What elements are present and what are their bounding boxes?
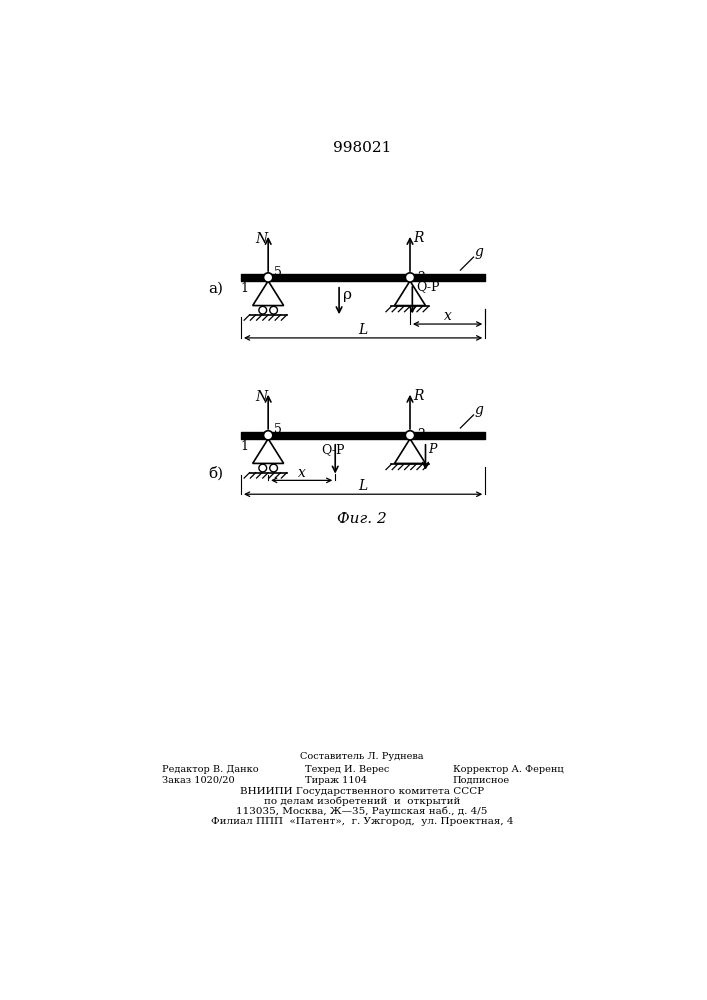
Text: Q-P: Q-P [321,443,345,456]
Text: N: N [256,232,268,246]
Text: Составитель Л. Руднева: Составитель Л. Руднева [300,752,423,761]
Text: N: N [256,390,268,404]
Text: 2: 2 [417,271,425,284]
Text: 1: 1 [240,282,248,295]
Text: Корректор А. Ференц: Корректор А. Ференц [452,765,563,774]
Text: 2: 2 [417,428,425,441]
Text: Q-P: Q-P [416,280,440,293]
Circle shape [405,431,414,440]
Text: L: L [358,479,368,493]
Text: Фиг. 2: Фиг. 2 [337,512,387,526]
Text: а): а) [209,281,223,295]
Text: Филиал ППП  «Патент»,  г. Ужгород,  ул. Проектная, 4: Филиал ППП «Патент», г. Ужгород, ул. Про… [211,817,513,826]
Text: g: g [474,245,483,259]
Text: g: g [474,403,483,417]
Text: P: P [428,443,437,456]
Text: R: R [413,231,423,245]
Circle shape [264,431,273,440]
Text: Подписное: Подписное [452,776,510,785]
Text: 998021: 998021 [333,141,391,155]
Text: x: x [444,309,452,323]
Text: Техред И. Верес: Техред И. Верес [305,765,390,774]
Text: 113035, Москва, Ж—35, Раушская наб., д. 4/5: 113035, Москва, Ж—35, Раушская наб., д. … [236,806,488,816]
Circle shape [264,273,273,282]
Text: 5: 5 [274,266,281,279]
Text: Заказ 1020/20: Заказ 1020/20 [162,776,235,785]
Text: L: L [358,323,368,337]
Text: ВНИИПИ Государственного комитета СССР: ВНИИПИ Государственного комитета СССР [240,787,484,796]
Text: R: R [413,389,423,403]
Text: ρ: ρ [343,288,352,302]
Circle shape [405,273,414,282]
Text: по делам изобретений  и  открытий: по делам изобретений и открытий [264,796,460,806]
Text: Редактор В. Данко: Редактор В. Данко [162,765,259,774]
Text: б): б) [209,466,223,480]
Text: 1: 1 [240,440,248,453]
Text: Тираж 1104: Тираж 1104 [305,776,368,785]
Text: x: x [298,466,305,480]
Text: 5: 5 [274,423,281,436]
